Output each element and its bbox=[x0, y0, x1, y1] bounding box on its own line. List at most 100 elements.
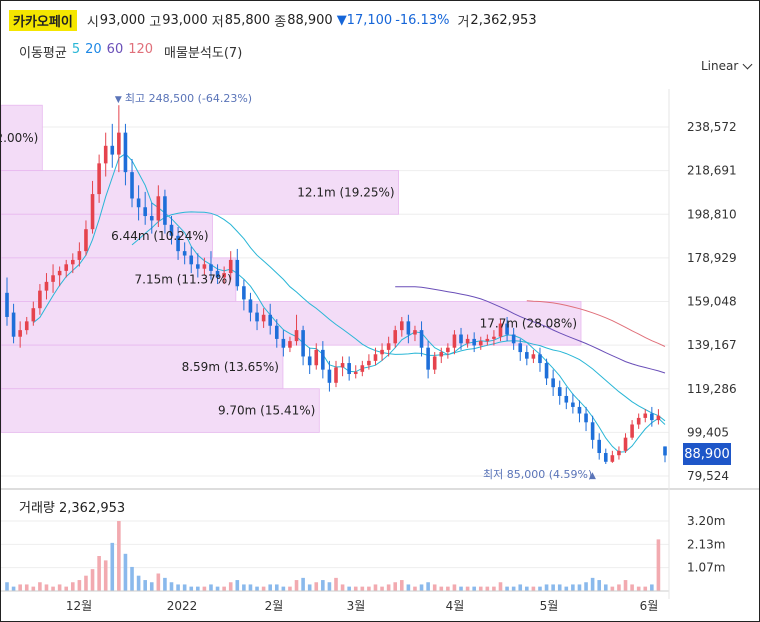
low-annotation: 최저 85,000 (4.59%) bbox=[483, 468, 592, 481]
volume-bar bbox=[202, 586, 207, 591]
volume-bar bbox=[38, 582, 42, 591]
candle-body bbox=[294, 330, 299, 342]
volume-bar bbox=[51, 586, 55, 591]
candle-body bbox=[255, 312, 259, 322]
stock-name[interactable]: 카카오페이 bbox=[9, 9, 77, 31]
volume-bar bbox=[347, 586, 351, 591]
volume-bar bbox=[525, 586, 529, 591]
candle-body bbox=[288, 341, 292, 348]
candle-body bbox=[525, 352, 529, 359]
volume-bar bbox=[452, 584, 457, 591]
volume-profile-label: 6.44m (10.24%) bbox=[111, 229, 208, 243]
volume-bar bbox=[71, 582, 75, 591]
candle-body bbox=[439, 352, 444, 357]
volume-bar bbox=[215, 586, 220, 591]
volume-bar bbox=[531, 586, 536, 591]
candle-body bbox=[518, 343, 523, 353]
x-axis-label: 12월 bbox=[66, 599, 92, 613]
candle-body bbox=[603, 453, 608, 462]
moving-average-legend[interactable]: 이동평균 5 20 60 120 매물분석도(7) bbox=[19, 42, 242, 61]
volume-profile-label: 7.15m (11.37%) bbox=[135, 273, 232, 287]
volume-profile-toggle[interactable]: 매물분석도(7) bbox=[164, 46, 243, 61]
candle-body bbox=[301, 330, 305, 357]
volume-bar bbox=[439, 586, 444, 591]
volume-profile-bar bbox=[1, 170, 400, 215]
candle-body bbox=[617, 450, 621, 456]
candle-body bbox=[551, 378, 555, 388]
candle-body bbox=[169, 224, 174, 236]
change-value: ▼17,100 bbox=[336, 12, 393, 28]
volume-bar bbox=[222, 586, 226, 591]
candle-body bbox=[268, 314, 272, 326]
volume-bar bbox=[334, 577, 338, 591]
volume-bar bbox=[538, 586, 542, 591]
ma120-line bbox=[526, 300, 666, 347]
close-value: 88,900 bbox=[287, 12, 333, 28]
volume-bar bbox=[367, 586, 371, 591]
price-tick-label: 139,167 bbox=[687, 338, 737, 352]
ma-120[interactable]: 120 bbox=[128, 42, 154, 57]
volume-bar bbox=[5, 582, 9, 591]
open-label: 시 bbox=[86, 14, 99, 30]
volume-bar bbox=[176, 584, 180, 591]
volume-profile-label: 12.1m (19.25%) bbox=[297, 185, 394, 199]
candle-body bbox=[426, 347, 430, 370]
ma-5[interactable]: 5 bbox=[71, 42, 81, 57]
candle-body bbox=[261, 314, 266, 322]
volume-bar bbox=[650, 584, 654, 591]
ma-60[interactable]: 60 bbox=[106, 42, 124, 57]
scale-selector[interactable]: Linear bbox=[701, 59, 753, 73]
candle-body bbox=[77, 251, 82, 260]
volume-profile-label: 1.26m (2.00%) bbox=[1, 131, 38, 145]
candle-body bbox=[465, 338, 470, 344]
candle-body bbox=[636, 417, 641, 425]
candle-body bbox=[24, 321, 29, 331]
candle-body bbox=[51, 275, 55, 282]
volume-bar bbox=[301, 577, 305, 591]
volume-bar bbox=[544, 584, 549, 591]
candle-body bbox=[531, 354, 536, 359]
volume-bar bbox=[143, 580, 147, 591]
candle-body bbox=[393, 330, 398, 344]
volume-tick-label: 2.13m bbox=[687, 537, 725, 551]
candle-body bbox=[156, 196, 161, 221]
candle-body bbox=[281, 338, 286, 348]
volume-bar bbox=[340, 584, 345, 591]
volume-bar bbox=[584, 582, 588, 591]
volume-bar bbox=[426, 582, 430, 591]
volume-bar bbox=[400, 580, 404, 591]
volume-value: 2,362,953 bbox=[470, 12, 537, 28]
volume-bar bbox=[31, 586, 36, 591]
volume-bar bbox=[90, 569, 95, 591]
volume-bar bbox=[123, 553, 128, 591]
volume-bar bbox=[97, 556, 101, 591]
price-tick-label: 198,810 bbox=[687, 207, 737, 221]
volume-bar bbox=[636, 586, 641, 591]
volume-bar bbox=[643, 586, 648, 591]
candle-body bbox=[103, 145, 108, 164]
candle-body bbox=[31, 308, 36, 322]
candle-body bbox=[498, 323, 503, 337]
candle-body bbox=[413, 330, 417, 335]
volume-profile-label: 8.59m (13.65%) bbox=[182, 360, 279, 374]
candle-body bbox=[597, 439, 601, 454]
volume-bar bbox=[149, 582, 154, 591]
candle-body bbox=[432, 356, 437, 370]
candle-body bbox=[117, 132, 121, 155]
volume-bar bbox=[103, 560, 108, 591]
ma-20[interactable]: 20 bbox=[85, 42, 102, 57]
candle-body bbox=[228, 259, 233, 274]
volume-bar bbox=[603, 584, 608, 591]
volume-bar bbox=[136, 575, 141, 591]
candle-body bbox=[242, 286, 246, 300]
candle-body bbox=[222, 273, 226, 278]
volume-bar bbox=[228, 582, 233, 591]
volume-profile-bar bbox=[1, 104, 43, 172]
volume-bar bbox=[281, 586, 286, 591]
candle-body bbox=[485, 338, 490, 342]
candle-body bbox=[663, 446, 667, 456]
price-header: 카카오페이 시 93,000 고 93,000 저 85,800 종 88,900 ▼1… bbox=[9, 9, 537, 31]
volume-bar bbox=[189, 586, 194, 591]
volume-bar bbox=[24, 584, 29, 591]
